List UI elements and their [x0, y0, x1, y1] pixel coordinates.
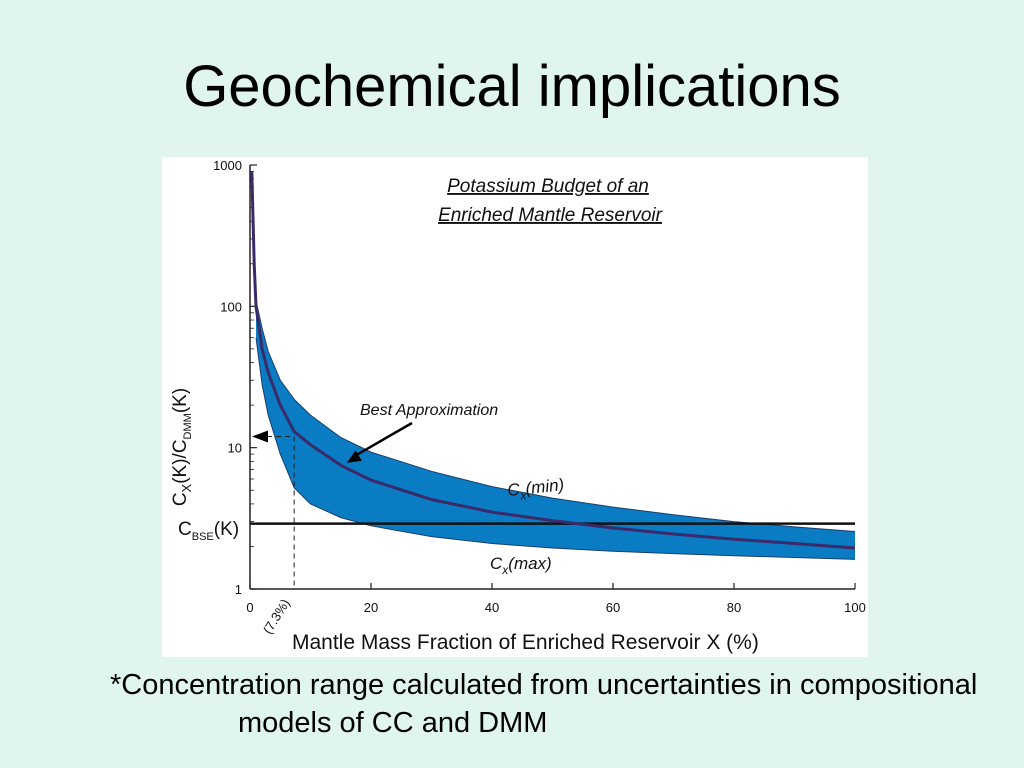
chart-title-line2: Enriched Mantle Reservoir — [438, 205, 663, 226]
band-layer — [255, 300, 856, 560]
cx-max-tail: (max) — [508, 554, 551, 573]
series-line-best-approximation — [250, 171, 856, 550]
annotation-arrowhead — [346, 450, 362, 463]
cbse-label-main: C — [178, 519, 192, 540]
cbse-label-sub: BSE — [192, 531, 214, 543]
y-axis-label-sub-x: X — [179, 483, 194, 492]
y-tick-label-1: 1 — [235, 582, 242, 597]
cbse-label-tail: (K) — [214, 519, 239, 540]
cx-max-main: C — [490, 554, 503, 573]
x-tick-label-100: 100 — [844, 600, 866, 615]
y-axis-label-sub-dmm: DMM — [182, 413, 194, 439]
y-axis-label-c: C — [170, 492, 191, 506]
cx-min-main: C — [506, 480, 521, 500]
cbse-label: CBSE(K) — [178, 519, 239, 543]
y-tick-label-10: 10 — [228, 441, 242, 456]
axis-layer: 1 10 100 1000 0 20 40 60 80 100 — [213, 158, 866, 615]
series-line-cx-min — [255, 300, 856, 532]
cx-min-sub: x — [519, 488, 528, 503]
y-axis-label-tail: (K) — [170, 388, 191, 413]
curve-layer — [250, 171, 856, 589]
x-tick-label-60: 60 — [606, 600, 620, 615]
x-tick-label-0: 0 — [246, 600, 253, 615]
y-tick-label-1000: 1000 — [213, 158, 242, 173]
series-line-cx-max — [255, 337, 856, 560]
y-axis-label: CX(K)/CDMM(K) — [170, 388, 194, 506]
y-axis-label-mid: (K)/C — [170, 439, 191, 483]
x-tick-label-40: 40 — [485, 600, 499, 615]
potassium-budget-chart: 1 10 100 1000 0 20 40 60 80 100 Potassium Budget … — [170, 158, 866, 654]
footnote: *Concentration range calculated from unc… — [110, 666, 1024, 742]
cx-max-sub: x — [501, 563, 509, 577]
series-label-cx-min: Cx(min) — [506, 475, 565, 504]
series-label-cx-max: Cx(max) — [490, 554, 552, 577]
chart-title-line1: Potassium Budget of an — [447, 176, 649, 197]
x-tick-label-20: 20 — [364, 600, 378, 615]
annotation-arrow-shaft — [354, 421, 413, 458]
chart-panel: 1 10 100 1000 0 20 40 60 80 100 Potassium Budget … — [162, 157, 868, 657]
slide-title: Geochemical implications — [183, 54, 841, 119]
footnote-line1: *Concentration range calculated from unc… — [110, 669, 792, 701]
y-tick-label-100: 100 — [220, 299, 242, 314]
uncertainty-band — [256, 300, 855, 560]
best-approximation-label: Best Approximation — [360, 402, 498, 419]
marker-arrowhead — [252, 430, 268, 443]
x-tick-label-80: 80 — [727, 600, 741, 615]
marker-label: (7.3%) — [260, 596, 293, 636]
x-axis-label: Mantle Mass Fraction of Enriched Reservo… — [292, 631, 759, 654]
footnote-line2: compositional models of CC and DMM — [238, 669, 978, 739]
cx-min-tail: (min) — [525, 475, 565, 498]
